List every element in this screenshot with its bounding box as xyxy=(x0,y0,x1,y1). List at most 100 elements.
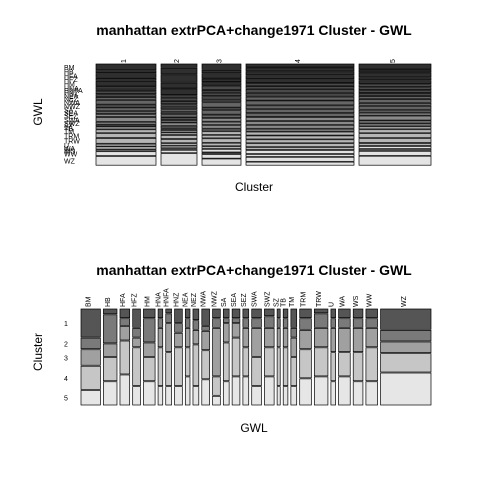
mosaic-cell xyxy=(242,347,250,377)
mosaic-cell xyxy=(201,128,242,132)
mosaic-cell xyxy=(201,107,242,111)
mosaic-cell xyxy=(80,349,101,366)
mosaic-cell xyxy=(201,118,242,122)
gwl-tick-label: HNZ xyxy=(173,292,180,307)
mosaic-cell xyxy=(245,88,355,93)
mosaic-cell xyxy=(352,318,364,328)
mosaic-cell xyxy=(290,337,298,357)
mosaic-cell xyxy=(251,386,262,406)
mosaic-cell xyxy=(212,395,221,406)
mosaic-cell xyxy=(212,376,221,396)
mosaic-cell xyxy=(174,386,183,406)
mosaic-cell xyxy=(380,353,432,373)
gwl-tick-label: HNFA xyxy=(164,288,171,307)
gwl-tick-label: SEA xyxy=(231,293,238,307)
mosaic-cell xyxy=(201,148,242,153)
mosaic-cell xyxy=(358,77,432,81)
mosaic-cell xyxy=(299,378,312,406)
mosaic-cell xyxy=(251,308,262,319)
gwl-tick-label: HM xyxy=(144,296,151,307)
mosaic-cell xyxy=(160,128,198,130)
mosaic-cell xyxy=(358,93,432,96)
chart-title: manhattan extrPCA+change1971 Cluster - G… xyxy=(96,22,412,38)
mosaic-cell xyxy=(245,83,355,86)
mosaic-cell xyxy=(174,323,183,333)
mosaic-cell xyxy=(103,308,118,315)
mosaic-cell xyxy=(165,323,172,352)
x-axis-label: Cluster xyxy=(235,180,273,194)
mosaic-cell xyxy=(222,381,230,406)
mosaic-cell xyxy=(192,308,200,320)
mosaic-cell xyxy=(380,308,432,330)
mosaic-cell xyxy=(245,67,355,72)
mosaic-cell xyxy=(352,308,364,319)
mosaic-cell xyxy=(245,153,355,157)
mosaic-cell xyxy=(143,342,156,357)
mosaic-cell xyxy=(251,357,262,386)
mosaic-cell xyxy=(143,308,156,319)
mosaic-cell xyxy=(160,114,198,118)
mosaic-cell xyxy=(201,308,210,326)
mosaic-cell xyxy=(358,96,432,99)
gwl-tick-label: SEZ xyxy=(241,293,248,307)
mosaic-cell xyxy=(245,120,355,125)
mosaic-cell xyxy=(358,123,432,127)
gwl-tick-label: NEA xyxy=(64,93,79,100)
mosaic-cell xyxy=(358,72,432,78)
mosaic-cell xyxy=(276,386,281,406)
mosaic-cell xyxy=(245,71,355,76)
gwl-tick-label: SA xyxy=(221,297,228,307)
cluster-tick-label: 2 xyxy=(174,59,181,63)
mosaic-cell xyxy=(201,379,210,406)
mosaic-cell xyxy=(264,347,275,377)
mosaic-cell xyxy=(95,63,157,71)
mosaic-cell xyxy=(245,143,355,148)
mosaic-cell xyxy=(160,109,198,112)
mosaic-cell xyxy=(201,73,242,79)
cluster-tick-label: 3 xyxy=(217,59,224,63)
mosaic-cell xyxy=(358,120,432,124)
mosaic-cell xyxy=(95,121,157,125)
gwl-tick-label: TM xyxy=(64,129,74,136)
mosaic-cell xyxy=(95,117,157,122)
mosaic-cell xyxy=(290,328,298,338)
mosaic-cell xyxy=(201,110,242,115)
gwl-tick-label: WW xyxy=(64,152,78,159)
mosaic-cells xyxy=(95,63,432,166)
mosaic-cell xyxy=(95,70,157,74)
mosaic-cell xyxy=(245,75,355,80)
gwl-tick-label: TRM xyxy=(64,133,79,140)
mosaic-cell xyxy=(352,328,364,352)
gwl-tick-label: HFA xyxy=(120,293,127,307)
mosaic-cell xyxy=(380,341,432,353)
gwl-tick-label: U xyxy=(328,302,335,307)
mosaic-cell xyxy=(338,328,351,352)
mosaic-cell xyxy=(95,89,157,92)
gwl-tick-label: BM xyxy=(86,296,93,307)
gwl-tick-label: HB xyxy=(105,297,112,307)
mosaic-cell xyxy=(95,151,157,157)
gwl-tick-label: SEZ xyxy=(64,113,78,120)
mosaic-cell xyxy=(242,376,250,406)
mosaic-cell xyxy=(222,323,230,343)
mosaic-chart-gwl-cluster: manhattan extrPCA+change1971 Cluster - G… xyxy=(31,262,432,435)
mosaic-cell xyxy=(201,350,210,380)
gwl-tick-label: SZ xyxy=(64,123,74,130)
mosaic-cell xyxy=(231,308,241,319)
mosaic-cell xyxy=(330,352,336,382)
mosaic-cell xyxy=(184,308,191,319)
mosaic-cell xyxy=(201,78,242,83)
gwl-tick-label: SEA xyxy=(64,111,78,118)
mosaic-cell xyxy=(95,156,157,166)
mosaic-cell xyxy=(160,145,198,149)
mosaic-cell xyxy=(95,149,157,152)
gwl-tick-label: NWA xyxy=(201,291,208,307)
cluster-tick-label: 5 xyxy=(64,396,68,403)
mosaic-cell xyxy=(201,82,242,86)
mosaic-cell xyxy=(103,314,118,344)
mosaic-cell xyxy=(299,308,312,319)
mosaic-cell xyxy=(330,308,336,319)
mosaic-cell xyxy=(338,318,351,328)
mosaic-cell xyxy=(201,138,242,143)
